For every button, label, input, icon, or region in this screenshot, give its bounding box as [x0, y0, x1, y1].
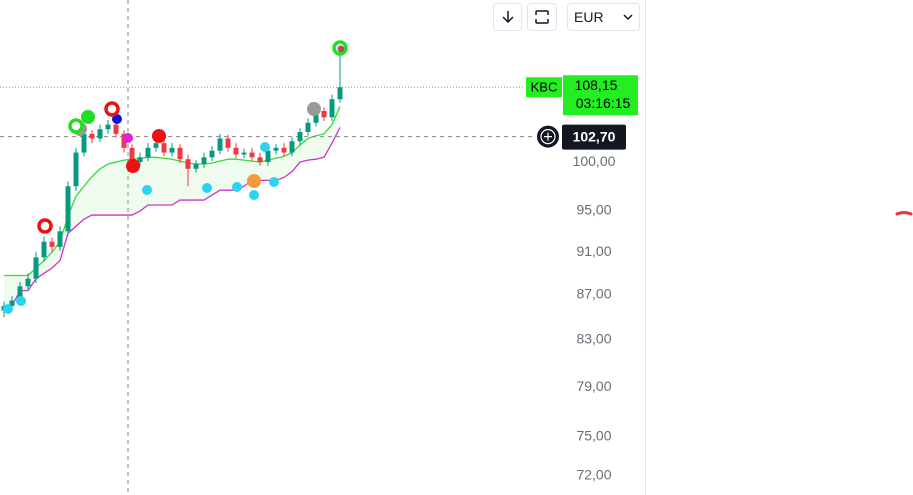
- candle-body: [337, 87, 343, 100]
- y-tick-label: 83,00: [576, 331, 611, 347]
- fullscreen-icon: [535, 10, 549, 24]
- add-button-ring: [540, 129, 556, 145]
- down-arrow-icon: [501, 11, 514, 24]
- signal-ring: [68, 118, 84, 134]
- y-tick-label: 91,00: [576, 243, 611, 259]
- candle-body: [265, 150, 271, 163]
- countdown-label: 03:16:15: [576, 95, 631, 111]
- candle-body: [25, 278, 31, 287]
- candle-body: [41, 241, 47, 258]
- candle-body: [225, 138, 231, 148]
- signal-dot: [307, 102, 321, 116]
- scroll-button[interactable]: [493, 3, 522, 31]
- y-tick-label: 75,00: [576, 427, 611, 443]
- signal-dot: [269, 177, 279, 187]
- candle-body: [97, 129, 103, 139]
- candle-body: [73, 152, 79, 187]
- candle-body: [193, 163, 199, 169]
- signal-dot: [337, 45, 345, 53]
- chevron-icon: [623, 14, 633, 21]
- candle-body: [185, 159, 191, 169]
- candle-body: [105, 124, 111, 130]
- signal-dot: [249, 190, 259, 200]
- candle-body: [177, 147, 183, 160]
- signal-dot: [3, 304, 13, 314]
- y-tick-label: 87,00: [576, 286, 611, 302]
- candle-body: [321, 110, 327, 118]
- candle-body: [65, 186, 71, 232]
- add-button-plus: [544, 132, 552, 141]
- candle-body: [273, 147, 279, 151]
- candle-body: [33, 257, 39, 279]
- signal-dot: [126, 159, 140, 173]
- candle-body: [129, 147, 135, 163]
- candle-body: [281, 147, 287, 153]
- candle-body: [209, 150, 215, 158]
- y-tick-label: 79,00: [576, 378, 611, 394]
- candle-body: [113, 124, 119, 134]
- signal-dot: [123, 133, 133, 143]
- candle-body: [329, 99, 335, 118]
- candle-body: [241, 152, 247, 155]
- stray-mark: [895, 211, 913, 216]
- fullscreen-button[interactable]: [527, 3, 557, 31]
- signal-dot: [81, 110, 95, 124]
- candle-body: [217, 138, 223, 151]
- last-price-label: 108,15: [575, 77, 618, 93]
- candle-body: [257, 157, 263, 163]
- signal-dot: [232, 182, 242, 192]
- candle-body: [137, 157, 143, 163]
- y-tick-label: 95,00: [576, 202, 611, 218]
- signal-dot: [202, 183, 212, 193]
- signal-dot: [112, 114, 122, 124]
- candle-body: [169, 147, 175, 153]
- candle-body: [249, 152, 255, 158]
- signal-ring: [37, 218, 53, 234]
- candle-body: [57, 231, 63, 247]
- crosshair-price-label: 102,70: [573, 128, 616, 144]
- candle-body: [201, 157, 207, 164]
- y-tick-label: 100,00: [573, 153, 616, 169]
- candle-body: [161, 143, 167, 153]
- signal-dot: [16, 296, 26, 306]
- candle-body: [49, 241, 55, 247]
- candle-body: [145, 147, 151, 158]
- candle-body: [313, 110, 319, 123]
- symbol-tag: [526, 77, 562, 98]
- candle-body: [81, 133, 87, 153]
- currency-select[interactable]: EUR: [567, 3, 640, 31]
- signal-dot: [247, 174, 261, 188]
- candle-body: [305, 122, 311, 132]
- candle-body: [153, 143, 159, 148]
- y-tick-label: 72,00: [576, 466, 611, 482]
- candle-body: [233, 147, 239, 155]
- candle-body: [89, 133, 95, 139]
- signal-dot: [152, 129, 166, 143]
- candle-body: [9, 300, 15, 307]
- candle-body: [17, 286, 23, 301]
- signal-ring: [104, 101, 120, 117]
- last-price-box: [563, 75, 638, 116]
- signal-dot: [260, 142, 270, 152]
- signal-dot: [142, 185, 152, 195]
- indicator-line: [3, 127, 341, 312]
- currency: EUR: [574, 9, 604, 25]
- symbol-label: KBC: [531, 80, 558, 95]
- candle-body: [289, 141, 295, 153]
- candle-body: [297, 131, 303, 142]
- crosshair-price-box: [562, 124, 626, 150]
